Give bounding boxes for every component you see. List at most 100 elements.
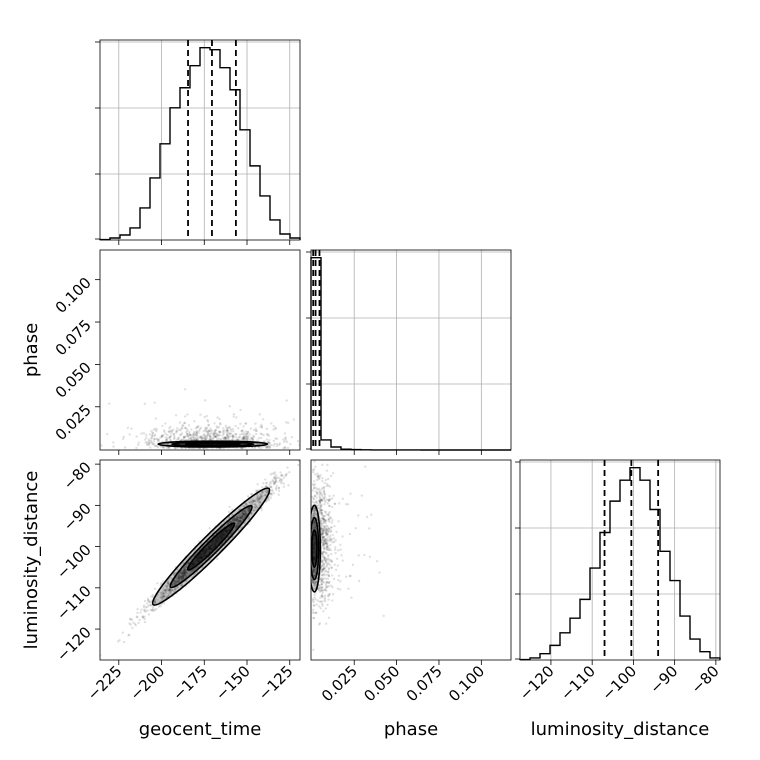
sample-point [234, 526, 237, 529]
sample-point [162, 592, 165, 596]
sample-point [244, 513, 248, 517]
sample-point [321, 569, 325, 572]
sample-point [153, 599, 157, 603]
sample-point [312, 611, 316, 615]
sample-point [321, 568, 324, 572]
sample-point [322, 589, 325, 592]
sample-point [322, 558, 326, 562]
sample-point [320, 594, 323, 597]
sample-point [197, 431, 200, 434]
sample-point [112, 445, 115, 448]
sample-point [382, 614, 385, 618]
sample-point [311, 468, 315, 472]
sample-point [183, 435, 186, 438]
sample-point [239, 519, 242, 523]
sample-point [129, 623, 132, 626]
sample-point [320, 560, 324, 563]
sample-point [279, 477, 282, 481]
sample-point [256, 499, 259, 502]
sample-point [239, 520, 242, 524]
sample-point [312, 513, 315, 516]
sample-point [214, 435, 217, 438]
sample-point [174, 414, 178, 417]
sample-point [244, 430, 247, 433]
sample-point [277, 486, 281, 490]
sample-point [208, 527, 211, 530]
sample-point [160, 434, 164, 438]
sample-point [176, 427, 179, 430]
sample-point [208, 437, 212, 440]
sample-point [204, 438, 207, 441]
sample-point [319, 519, 323, 522]
sample-point [265, 433, 269, 436]
sample-point [161, 591, 165, 594]
sample-point [285, 472, 288, 476]
sample-point [148, 600, 152, 604]
sample-point [325, 484, 329, 488]
sample-point [159, 596, 163, 599]
sample-point [164, 432, 167, 435]
sample-point [270, 443, 273, 447]
sample-point [317, 588, 320, 592]
sample-point [337, 502, 341, 505]
sample-point [172, 573, 175, 576]
sample-point [151, 605, 155, 608]
sample-point [261, 491, 264, 494]
sample-point [187, 424, 191, 427]
sample-point [288, 471, 291, 474]
sample-point [327, 530, 331, 533]
sample-point [326, 545, 329, 548]
sample-point [133, 622, 137, 625]
sample-point [324, 526, 327, 530]
sample-point [297, 460, 300, 462]
sample-point [255, 504, 258, 507]
sample-point [227, 437, 230, 440]
sample-point [229, 520, 233, 524]
sample-point [148, 441, 151, 445]
sample-point [258, 496, 261, 500]
sample-point [274, 427, 277, 430]
sample-point [168, 435, 172, 438]
sample-point [192, 438, 195, 441]
sample-point [315, 487, 318, 490]
sample-point [275, 484, 278, 488]
sample-point [199, 426, 202, 429]
sample-point [250, 501, 254, 504]
sample-point [175, 580, 178, 583]
sample-point [322, 522, 325, 525]
sample-point [258, 497, 261, 501]
sample-point [145, 436, 148, 439]
sample-point [149, 609, 152, 612]
sample-point [268, 483, 271, 487]
sample-point [324, 577, 327, 580]
sample-point [348, 532, 352, 536]
sample-point [312, 497, 316, 501]
sample-point [175, 430, 178, 433]
sample-point [181, 438, 184, 441]
sample-point [209, 435, 212, 438]
sample-point [164, 590, 167, 593]
sample-point [321, 476, 324, 480]
sample-point [168, 588, 171, 592]
sample-point [169, 438, 172, 441]
sample-point [239, 517, 242, 520]
sample-point [235, 519, 238, 522]
sample-point [235, 525, 238, 529]
sample-point [173, 583, 176, 587]
sample-point [184, 571, 187, 574]
sample-point [323, 538, 326, 542]
sample-point [313, 587, 316, 590]
sample-point [253, 503, 257, 507]
sample-point [176, 586, 179, 589]
sample-point [282, 446, 285, 450]
sample-point [239, 516, 242, 520]
sample-point [232, 519, 235, 522]
sample-point [175, 579, 178, 583]
sample-point [327, 484, 330, 487]
sample-point [326, 570, 329, 574]
sample-point [268, 438, 271, 442]
sample-point [357, 514, 360, 517]
sample-point [239, 408, 242, 412]
sample-point [228, 432, 231, 435]
sample-point [324, 534, 328, 537]
